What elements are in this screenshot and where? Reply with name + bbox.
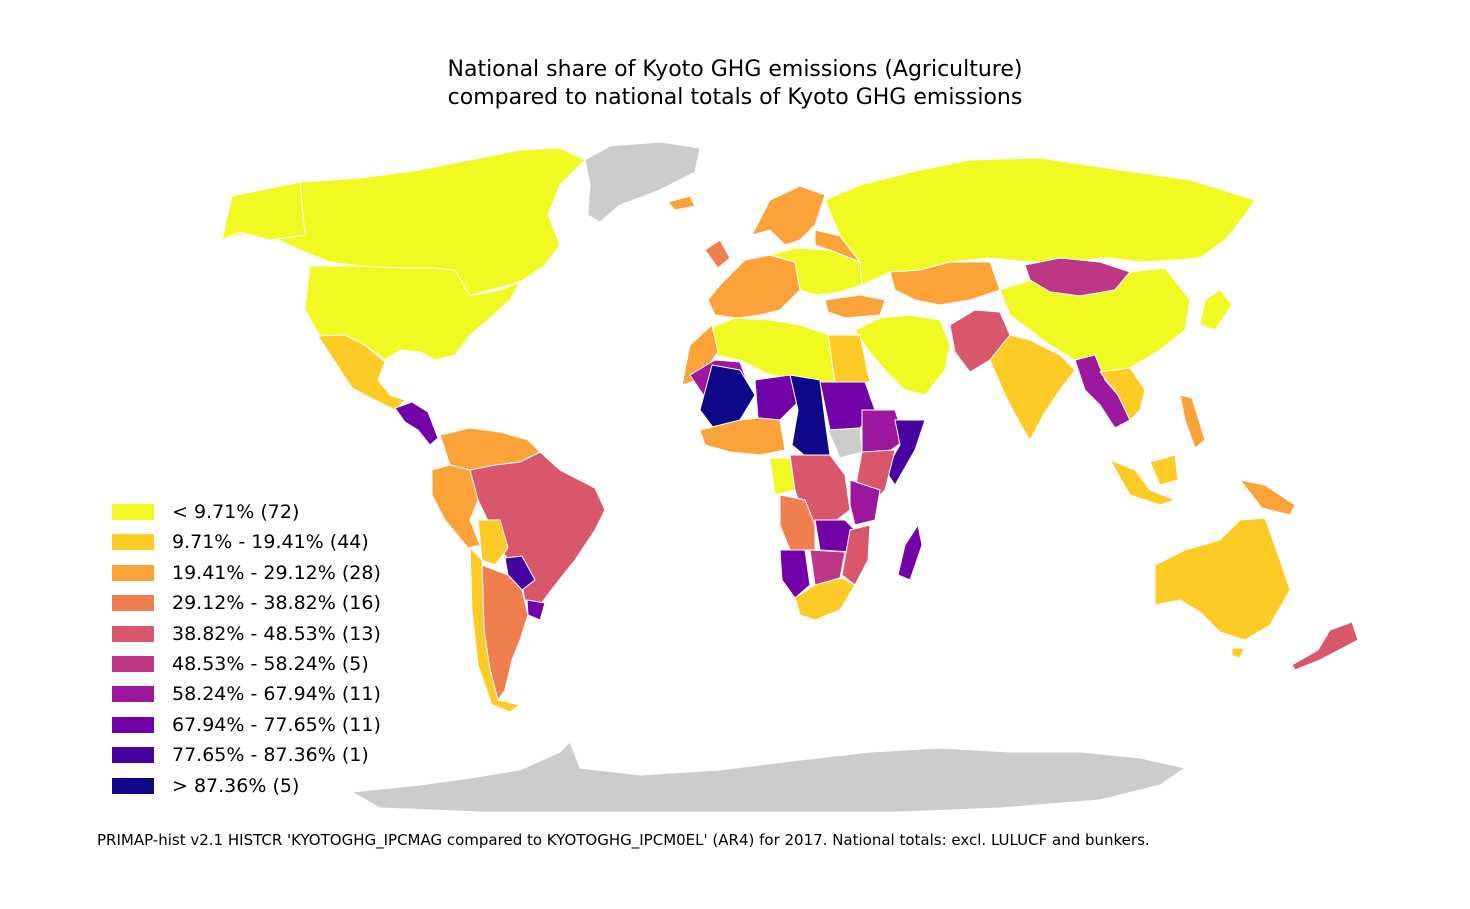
region-niger [754, 374, 801, 421]
region-egypt [827, 334, 871, 383]
legend-swatch [112, 686, 154, 703]
region-tanzania [849, 479, 881, 526]
legend-label: 29.12% - 38.82% (16) [172, 592, 381, 615]
legend-item: 19.41% - 29.12% (28) [112, 561, 432, 591]
region-china [999, 267, 1191, 373]
map-title: National share of Kyoto GHG emissions (A… [0, 56, 1470, 112]
region-iceland [667, 195, 696, 211]
legend-label: > 87.36% (5) [172, 774, 300, 797]
region-antarctica [351, 741, 1186, 813]
region-borneo [1149, 454, 1179, 486]
legend-swatch [112, 595, 154, 612]
region-russia [824, 157, 1256, 286]
region-ethiopia [861, 409, 906, 459]
title-line-2: compared to national totals of Kyoto GHG… [447, 85, 1023, 110]
legend-label: 67.94% - 77.65% (11) [172, 713, 381, 736]
legend-swatch [112, 777, 154, 794]
region-south-sudan [827, 427, 863, 459]
region-central-america [394, 401, 439, 446]
region-central-asia [889, 261, 1001, 306]
region-alaska [221, 181, 306, 241]
region-india [989, 334, 1076, 441]
legend-item: 29.12% - 38.82% (16) [112, 591, 432, 621]
region-namibia-botswana [779, 549, 811, 599]
legend-item: 9.71% - 19.41% (44) [112, 530, 432, 560]
region-australia [1154, 517, 1291, 641]
legend-swatch [112, 564, 154, 581]
region-somalia [884, 419, 926, 486]
region-philippines [1179, 394, 1206, 449]
legend-label: 58.24% - 67.94% (11) [172, 683, 381, 706]
region-western-europe [707, 254, 801, 319]
region-mexico [317, 334, 406, 411]
legend-label: 19.41% - 29.12% (28) [172, 561, 381, 584]
region-canada [221, 147, 586, 297]
legend-swatch [112, 625, 154, 642]
region-scandinavia [751, 185, 826, 246]
legend-item: 58.24% - 67.94% (11) [112, 682, 432, 712]
region-zimbabwe [809, 549, 846, 586]
region-central-europe [769, 247, 863, 296]
legend-label: 9.71% - 19.41% (44) [172, 531, 369, 554]
region-middle-east [854, 314, 951, 396]
legend-item: 38.82% - 48.53% (13) [112, 622, 432, 652]
legend-label: < 9.71% (72) [172, 501, 300, 523]
region-west-coast [699, 417, 786, 456]
legend-item: 77.65% - 87.36% (1) [112, 743, 432, 773]
legend-label: 38.82% - 48.53% (13) [172, 622, 381, 645]
region-paraguay [504, 555, 536, 591]
region-uk-ireland [704, 239, 731, 269]
region-eastern-europe [814, 229, 861, 263]
region-madagascar [897, 524, 923, 581]
legend-swatch [112, 747, 154, 764]
legend-item: > 87.36% (5) [112, 774, 432, 804]
legend-swatch [112, 656, 154, 672]
region-tasmania [1231, 647, 1245, 659]
region-mozambique [841, 524, 871, 586]
region-southeast-asia [1099, 367, 1146, 421]
legend-label: 48.53% - 58.24% (5) [172, 653, 369, 675]
legend-swatch [112, 716, 154, 733]
region-south-africa [794, 577, 856, 621]
title-line-1: National share of Kyoto GHG emissions (A… [447, 57, 1023, 82]
region-papua-new-guinea [1239, 479, 1296, 516]
region-japan [1199, 289, 1233, 331]
source-note: PRIMAP-hist v2.1 HISTCR 'KYOTOGHG_IPCMAG… [97, 831, 1150, 849]
legend-swatch [112, 504, 154, 520]
region-indonesia [1109, 459, 1176, 506]
region-new-zealand [1291, 621, 1359, 671]
legend-item: < 9.71% (72) [112, 500, 432, 530]
region-uruguay [526, 599, 546, 621]
legend-item: 67.94% - 77.65% (11) [112, 713, 432, 743]
region-bolivia [477, 519, 509, 566]
legend-swatch [112, 534, 154, 551]
region-greenland [584, 141, 701, 223]
region-peru-ecuador [431, 464, 481, 549]
legend-label: 77.65% - 87.36% (1) [172, 744, 369, 767]
region-chile [469, 547, 521, 713]
legend-item: 48.53% - 58.24% (5) [112, 652, 432, 682]
region-turkey [824, 294, 886, 319]
